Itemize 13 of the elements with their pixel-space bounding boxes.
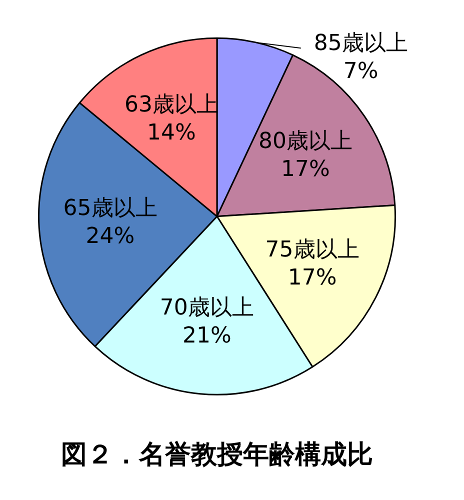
data-label: 7% <box>343 58 378 84</box>
data-label: 21% <box>182 324 232 349</box>
data-label: 14% <box>147 120 196 146</box>
data-label: 17% <box>281 157 330 182</box>
slice-label: 70歳以上 <box>160 296 254 321</box>
data-label: 17% <box>288 266 337 291</box>
slice-label: 75歳以上 <box>265 238 360 263</box>
slice-label: 63歳以上 <box>124 92 218 118</box>
text: 図２．名誉教授年齢構成比 <box>61 440 373 470</box>
slice-label: 65歳以上 <box>63 196 158 221</box>
data-label: 24% <box>86 224 135 249</box>
slice-label: 80歳以上 <box>258 129 352 154</box>
slice-label: 85歳以上 <box>314 30 408 56</box>
